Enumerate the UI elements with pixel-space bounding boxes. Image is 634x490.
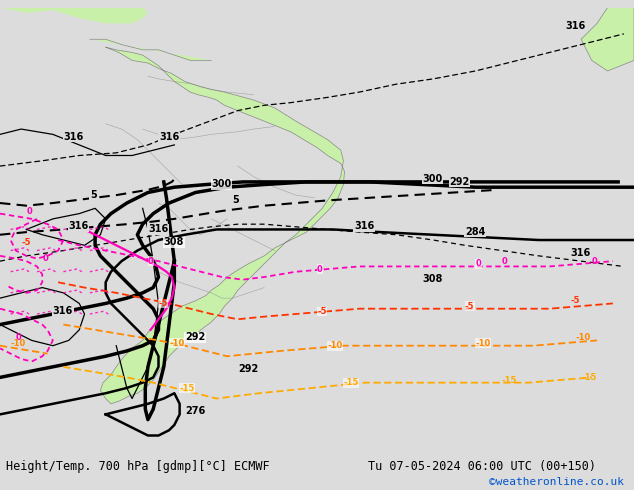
Polygon shape [581, 7, 634, 71]
Text: ©weatheronline.co.uk: ©weatheronline.co.uk [489, 477, 624, 487]
Text: -10: -10 [169, 339, 184, 348]
Text: 316: 316 [571, 248, 591, 258]
Text: 0: 0 [16, 333, 22, 343]
Polygon shape [100, 47, 344, 404]
Text: -15: -15 [502, 376, 517, 385]
Text: 316: 316 [354, 221, 374, 231]
Text: 316: 316 [159, 132, 179, 142]
Text: -10: -10 [476, 339, 491, 348]
Text: 284: 284 [465, 227, 485, 237]
Text: 292: 292 [449, 176, 469, 187]
Text: 0: 0 [592, 257, 597, 266]
Text: 316: 316 [53, 306, 73, 316]
Text: Height/Temp. 700 hPa [gdmp][°C] ECMWF: Height/Temp. 700 hPa [gdmp][°C] ECMWF [6, 460, 270, 473]
Text: 300: 300 [423, 174, 443, 184]
Text: -5: -5 [317, 307, 327, 316]
Text: 316: 316 [68, 221, 89, 231]
Text: -5: -5 [158, 299, 168, 308]
Text: Tu 07-05-2024 06:00 UTC (00+150): Tu 07-05-2024 06:00 UTC (00+150) [368, 460, 596, 473]
Text: 316: 316 [566, 21, 586, 31]
Text: -15: -15 [344, 378, 359, 387]
Text: 316: 316 [63, 132, 84, 142]
Text: 0: 0 [148, 257, 153, 266]
Text: 0: 0 [317, 265, 323, 274]
Text: -10: -10 [11, 339, 26, 348]
Text: -5: -5 [465, 302, 474, 311]
Text: 308: 308 [164, 237, 184, 247]
Text: 0: 0 [476, 259, 481, 269]
Text: -10: -10 [576, 333, 591, 343]
Text: 316: 316 [148, 224, 168, 234]
Text: 5: 5 [233, 195, 239, 205]
Text: 292: 292 [185, 332, 205, 343]
Text: 276: 276 [185, 406, 205, 416]
Text: -10: -10 [328, 342, 343, 350]
Text: -15: -15 [581, 373, 597, 382]
Text: 0: 0 [502, 257, 508, 266]
Text: 308: 308 [423, 274, 443, 284]
Text: -15: -15 [179, 384, 195, 392]
Text: 300: 300 [211, 179, 231, 189]
Text: 292: 292 [238, 364, 258, 374]
Text: -5: -5 [21, 238, 30, 247]
Text: -5: -5 [571, 296, 580, 305]
Text: 0: 0 [27, 207, 32, 216]
Text: 5: 5 [90, 190, 96, 200]
Polygon shape [90, 39, 211, 60]
Polygon shape [0, 7, 148, 24]
Text: 0: 0 [42, 254, 48, 263]
